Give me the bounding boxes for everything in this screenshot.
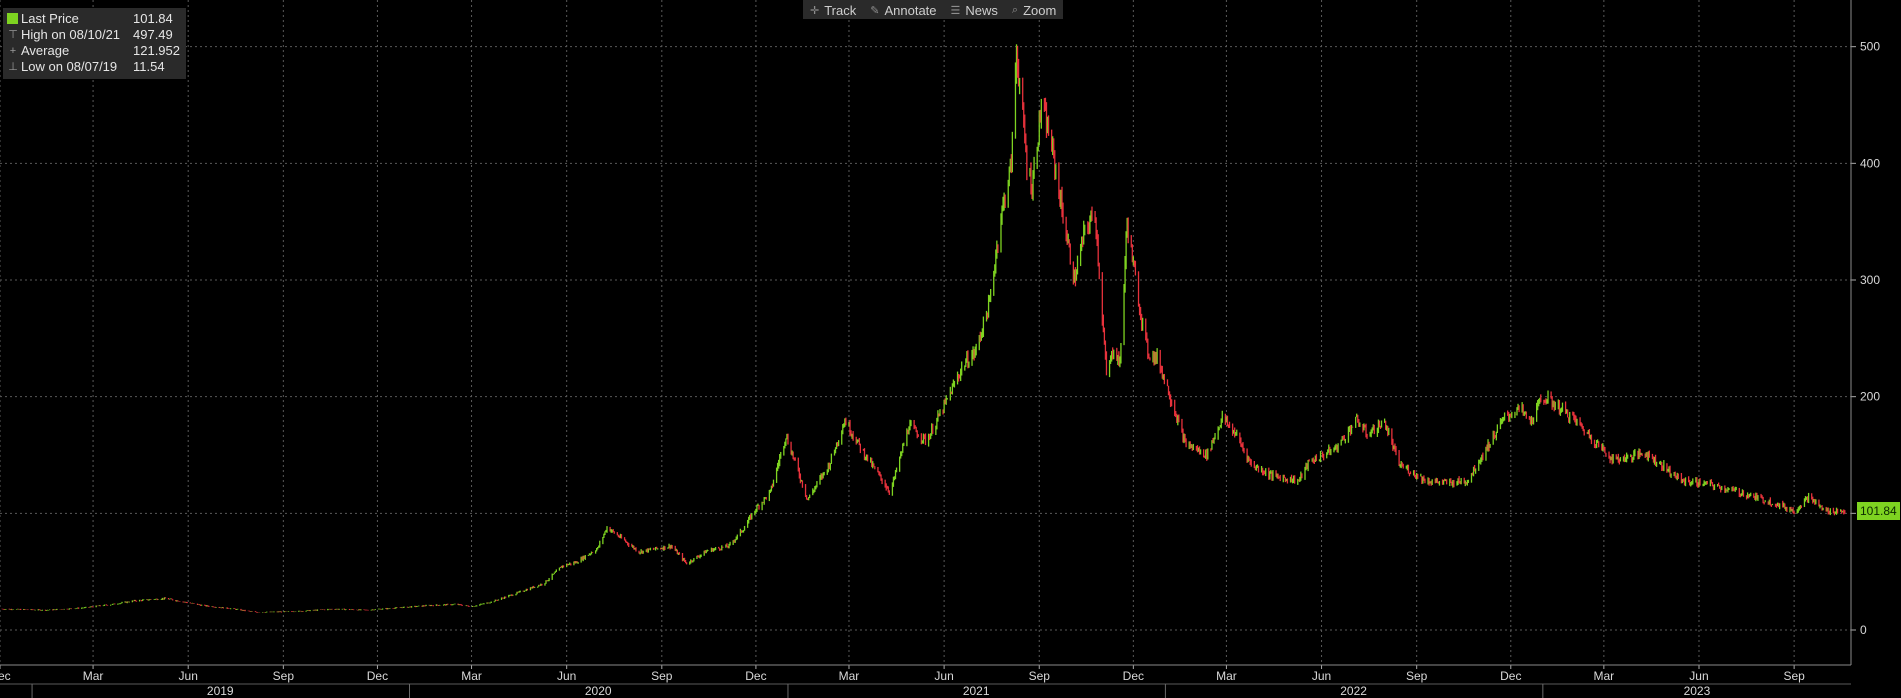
- x-tick-label: Jun: [179, 669, 198, 683]
- chart-legend: Last Price 101.84 ⊤ High on 08/10/21 497…: [3, 8, 186, 79]
- x-axis: Dec Mar Jun Sep Dec Mar Jun Sep Dec Mar Jun Sep Dec M…: [0, 664, 1851, 698]
- news-button[interactable]: ☰ News: [944, 0, 1005, 19]
- price-bars: [1, 44, 1846, 613]
- year-label: 2023: [1684, 684, 1711, 698]
- x-tick-label: Mar: [839, 669, 860, 683]
- high-marker-icon: ⊤: [8, 29, 18, 41]
- x-tick-label: Dec: [1500, 669, 1521, 683]
- x-tick-label: Mar: [461, 669, 482, 683]
- legend-average: + Average 121.952: [7, 43, 180, 59]
- year-label: 2022: [1340, 684, 1367, 698]
- zoom-label: Zoom: [1023, 2, 1057, 18]
- year-label: 2021: [963, 684, 990, 698]
- legend-low: ⊥ Low on 08/07/19 11.54: [8, 59, 165, 74]
- legend-last-price: Last Price 101.84: [7, 11, 180, 27]
- chart-grid: [0, 0, 1851, 665]
- x-tick-label: Sep: [1783, 669, 1805, 683]
- legend-high: ⊤ High on 08/10/21 497.49: [8, 27, 173, 42]
- annotate-label: Annotate: [884, 2, 937, 18]
- low-marker-icon: ⊥: [8, 61, 18, 73]
- y-axis: 0100200300400500: [1850, 0, 1880, 665]
- zoom-button[interactable]: ⌕ Zoom: [1005, 0, 1063, 19]
- x-tick-label: Dec: [745, 669, 766, 683]
- pencil-icon: ✎: [870, 4, 880, 17]
- crosshair-icon: ✛: [810, 4, 820, 17]
- x-tick-label: Dec: [367, 669, 388, 683]
- x-tick-label: Dec: [1123, 669, 1144, 683]
- x-tick-label: Mar: [1216, 669, 1237, 683]
- average-marker-icon: +: [9, 45, 17, 57]
- last-price-tag: 101.84: [1857, 502, 1900, 521]
- x-tick-label: Jun: [557, 669, 576, 683]
- x-tick-label: Sep: [651, 669, 673, 683]
- y-tick-label: 400: [1860, 156, 1880, 170]
- news-icon: ☰: [950, 4, 961, 17]
- x-tick-label: Mar: [83, 669, 104, 683]
- annotate-button[interactable]: ✎ Annotate: [863, 0, 943, 19]
- x-tick-label: Jun: [1689, 669, 1708, 683]
- x-tick-label: Mar: [1594, 669, 1615, 683]
- track-button[interactable]: ✛ Track: [803, 0, 863, 19]
- news-label: News: [965, 2, 998, 18]
- magnifier-icon: ⌕: [1011, 3, 1019, 16]
- track-label: Track: [824, 2, 857, 18]
- year-label: 2019: [207, 684, 234, 698]
- y-tick-label: 300: [1860, 273, 1880, 287]
- x-tick-label: Jun: [1312, 669, 1331, 683]
- chart-toolbar: ✛ Track ✎ Annotate ☰ News ⌕ Zoom: [803, 0, 1064, 19]
- last-price-swatch: [7, 13, 18, 24]
- x-tick-label: Dec: [0, 669, 11, 683]
- x-tick-label: Sep: [1406, 669, 1428, 683]
- x-tick-label: Sep: [1029, 669, 1051, 683]
- y-tick-label: 500: [1860, 40, 1880, 54]
- x-tick-label: Sep: [273, 669, 295, 683]
- year-label: 2020: [585, 684, 612, 698]
- y-tick-label: 0: [1860, 623, 1867, 637]
- x-tick-label: Jun: [934, 669, 953, 683]
- y-tick-label: 200: [1860, 390, 1880, 404]
